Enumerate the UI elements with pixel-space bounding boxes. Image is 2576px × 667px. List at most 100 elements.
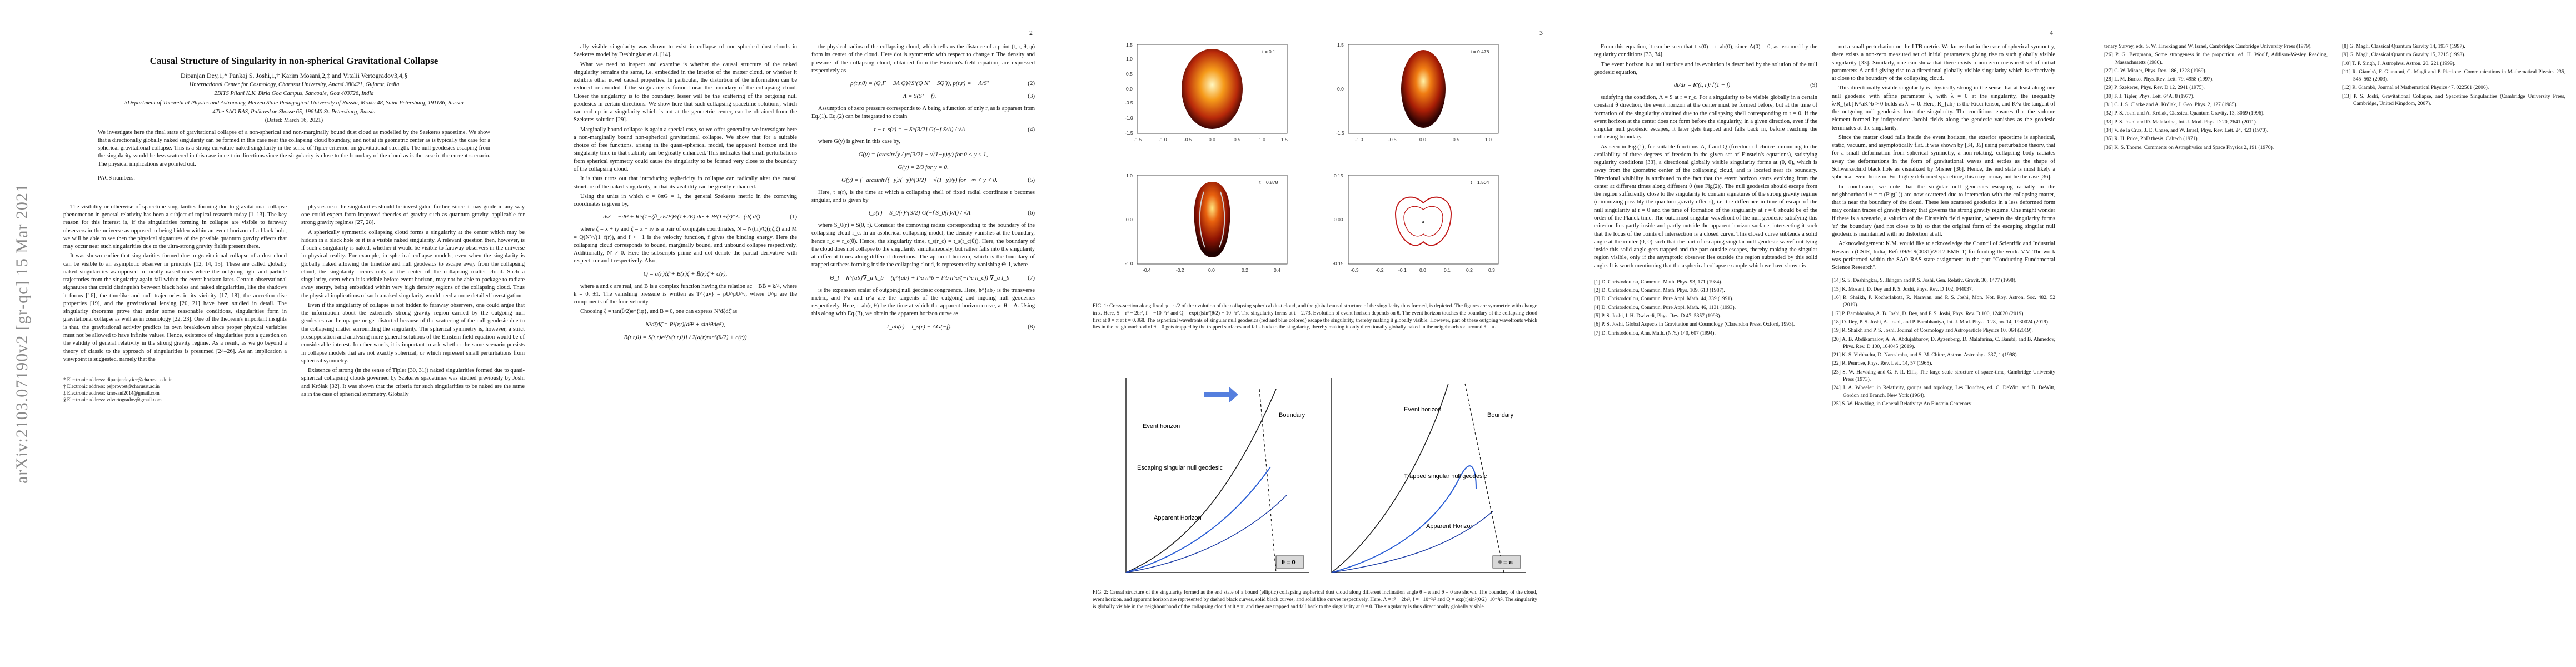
label-trapped-geodesic: Trapped singular null geodesic bbox=[1404, 473, 1487, 480]
reference[interactable]: [4] D. Christodoulou, Commun. Pure Appl.… bbox=[1594, 305, 1736, 311]
paragraph: not a small perturbation on the LTB metr… bbox=[1832, 44, 2055, 82]
reference[interactable]: [2] D. Christodoulou, Commun. Math. Phys… bbox=[1594, 288, 1725, 294]
reference[interactable]: [16] R. Shaikh, P. Kocherlakota, R. Nara… bbox=[1832, 295, 2055, 308]
label-apparent-horizon: Apparent Horizon bbox=[1154, 515, 1202, 521]
escaping-null-geodesic bbox=[1125, 466, 1271, 573]
reference[interactable]: [34] V. de la Cruz, J. E. Chase, and W. … bbox=[2104, 127, 2269, 133]
tick-label: 1.0 bbox=[1126, 173, 1133, 178]
reference[interactable]: [9] G. Magli, Classical Quantum Gravity … bbox=[2342, 52, 2465, 58]
figure-2-caption: FIG. 2: Causal structure of the singular… bbox=[1093, 590, 1537, 610]
reference[interactable]: [11] R. Giambò, F. Giannoni, G. Magli an… bbox=[2342, 69, 2565, 83]
arxiv-id-text: arXiv:2103.07190v2 [gr-qc] 15 Mar 2021 bbox=[13, 183, 31, 484]
figure-2: Event horizon Escaping singular null geo… bbox=[1093, 367, 1537, 584]
label-escaping-geodesic: Escaping singular null geodesic bbox=[1137, 465, 1223, 471]
reference[interactable]: [21] K. S. Virbhadra, D. Narasimha, and … bbox=[1832, 352, 2018, 359]
tick-label: 0.2 bbox=[1466, 267, 1473, 273]
equation: Θ_l = h^{ab}∇_a k_b = (g^{ab} + l^a n^b … bbox=[830, 274, 1035, 281]
trapped-null-geodesic bbox=[1331, 465, 1477, 573]
paragraph: It was shown earlier that singularities … bbox=[63, 253, 287, 362]
page-4: 4 From this equation, it can be seen tha… bbox=[1569, 0, 2080, 667]
author-list: Dipanjan Dey,1,* Pankaj S. Joshi,1,† Kar… bbox=[180, 72, 407, 79]
panel-time-label: t = 1.504 bbox=[1471, 180, 1489, 185]
reference[interactable]: [19] R. Shaikh and P. S. Joshi, Journal … bbox=[1832, 328, 2033, 334]
tick-label: -1.5 bbox=[1336, 130, 1344, 136]
reference[interactable]: [35] R. H. Price, PhD thesis, Caltech (1… bbox=[2104, 136, 2199, 142]
tick-label: -0.3 bbox=[1351, 267, 1359, 273]
page2-column-right: the physical radius of the collapsing cl… bbox=[811, 43, 1035, 346]
paragraph: This directionally visible singularity i… bbox=[1832, 85, 2055, 131]
reference[interactable]: [30] F. J. Tipler, Phys. Lett. 64A, 8 (1… bbox=[2104, 93, 2195, 99]
affiliation-2: 2BITS Pilani K.K. Birla Goa Campus, Sanc… bbox=[214, 91, 374, 97]
page5-column-right: [8] G. Magli, Classical Quantum Gravity … bbox=[2342, 43, 2565, 153]
page-2: 2 ally visible singularity was shown to … bbox=[549, 0, 1059, 667]
tick-label: -1.0 bbox=[1125, 115, 1133, 121]
reference[interactable]: [32] P. S. Joshi and A. Królak, Classica… bbox=[2104, 111, 2265, 117]
equation: N²dζdζ̄ = R²(r,t)(dθ² + sin²θdφ²), bbox=[645, 321, 725, 328]
reference[interactable]: [17] P. Bambhaniya, A. B. Joshi, D. Dey,… bbox=[1832, 311, 2025, 317]
reference[interactable]: tenary Survey, eds. S. W. Hawking and W.… bbox=[2104, 44, 2312, 49]
reference[interactable]: [5] P. S. Joshi, I. H. Dwivedi, Phys. Re… bbox=[1594, 313, 1721, 320]
paragraph: ally visible singularity was shown to ex… bbox=[574, 44, 797, 58]
reference[interactable]: [13] P. S. Joshi, Gravitational Collapse… bbox=[2342, 93, 2565, 107]
paragraph: Using the units in which c = 8πG = 1, th… bbox=[574, 193, 797, 208]
reference[interactable]: [1] D. Christodoulou, Commun. Math. Phys… bbox=[1594, 279, 1722, 285]
paper-title: Causal Structure of Singularity in non-s… bbox=[150, 56, 439, 66]
page2-column-left: ally visible singularity was shown to ex… bbox=[574, 43, 797, 346]
reference[interactable]: [15] K. Mosani, D. Dey and P. S. Joshi, … bbox=[1832, 286, 1974, 292]
page-number: 3 bbox=[1539, 29, 1543, 37]
paragraph: A spherically symmetric collapsing cloud… bbox=[301, 229, 525, 299]
reference[interactable]: [28] L. M. Burko, Phys. Rev. Lett. 79, 4… bbox=[2104, 77, 2214, 83]
equation: t − t_s(r) = − S^{3/2} G(−f S/Λ) / √Λ (4) bbox=[874, 126, 1035, 133]
paragraph: It is thus turns out that introducing as… bbox=[574, 176, 797, 190]
reference[interactable]: [24] J. A. Wheeler, in Relativity, group… bbox=[1832, 385, 2055, 399]
tick-label: 0.5 bbox=[1234, 137, 1240, 142]
x-ticks: -1.5 -1.0 -0.5 0.0 0.5 1.0 1.5 bbox=[1134, 137, 1288, 142]
tick-label: 0.5 bbox=[1453, 137, 1459, 142]
tick-label: 0.0 bbox=[1126, 217, 1133, 222]
equation: G(y) = (arcsin√y / y^{3/2} − √(1−y)/y) f… bbox=[858, 151, 988, 158]
reference[interactable]: [27] C. W. Misner, Phys. Rev. 186, 1328 … bbox=[2104, 68, 2206, 74]
tick-label: 0.2 bbox=[1242, 267, 1248, 273]
footnote: † Electronic address: psjprovost@charusa… bbox=[63, 384, 160, 390]
reference[interactable]: [7] D. Christodoulou, Ann. Math. (N.Y.) … bbox=[1594, 330, 1716, 336]
tick-label: -0.4 bbox=[1143, 267, 1151, 273]
reference[interactable]: [36] K. S. Thorne, Comments on Astrophys… bbox=[2104, 145, 2274, 151]
reference[interactable]: [26] P. G. Bergmann, Some strangeness in… bbox=[2104, 52, 2328, 66]
label-boundary: Boundary bbox=[1487, 412, 1514, 419]
collapsing-cloud bbox=[1182, 49, 1243, 129]
tick-label: 0.1 bbox=[1444, 267, 1451, 273]
tick-label: 0.0 bbox=[1209, 137, 1215, 142]
reference[interactable]: [8] G. Magli, Classical Quantum Gravity … bbox=[2342, 44, 2465, 49]
apparent-horizon-curve bbox=[1331, 511, 1493, 573]
reference[interactable]: [6] P. S. Joshi, Global Aspects in Gravi… bbox=[1594, 322, 1795, 328]
reference[interactable]: [31] C. J. S. Clarke and A. Królak, J. G… bbox=[2104, 102, 2238, 108]
reference[interactable]: [22] R. Penrose, Phys. Rev. Lett. 14, 57… bbox=[1832, 361, 1932, 367]
tick-label: 0.3 bbox=[1488, 267, 1495, 273]
tick-label: 1.5 bbox=[1126, 42, 1133, 48]
reference[interactable]: [3] D. Christodoulou, Commun. Pure Appl.… bbox=[1594, 296, 1733, 302]
panel-time-label: t = 0.1 bbox=[1262, 49, 1275, 54]
fig1-panel-a: t = 0.1 -1.5 -1.0 -0.5 0.0 0.5 1.0 1.5 -… bbox=[1115, 39, 1298, 150]
reference[interactable]: [10] T. P. Singh, J. Astrophys. Astron. … bbox=[2342, 61, 2456, 67]
reference[interactable]: [23] S. W. Hawking and G. F. R. Ellis, T… bbox=[1832, 369, 2055, 382]
event-horizon-curve bbox=[1331, 383, 1449, 573]
reference[interactable]: [12] R. Giambò, Journal of Mathematical … bbox=[2342, 85, 2489, 91]
paragraph: The event horizon is a null surface and … bbox=[1594, 61, 1817, 76]
paragraph: As seen in Fig.(1), for suitable functio… bbox=[1594, 143, 1817, 269]
tick-label: -1.5 bbox=[1125, 130, 1133, 136]
reference[interactable]: [14] S. S. Deshingkar, S. Jhingan and P.… bbox=[1832, 278, 2017, 284]
tick-label: 1.5 bbox=[1281, 137, 1288, 142]
fig1-panel-c: t = 0.878 -0.4 -0.2 0.0 0.2 0.4 -1.0 0.0… bbox=[1115, 170, 1298, 281]
reference[interactable]: [18] D. Dey, P. S. Joshi, A. Joshi, and … bbox=[1832, 319, 2050, 325]
reference[interactable]: [25] S. W. Hawking, in General Relativit… bbox=[1832, 401, 1972, 407]
reference-list: [14] S. S. Deshingkar, S. Jhingan and P.… bbox=[1832, 277, 2055, 408]
label-apparent-horizon: Apparent Horizon bbox=[1426, 523, 1474, 530]
figure-1: t = 0.1 -1.5 -1.0 -0.5 0.0 0.5 1.0 1.5 -… bbox=[1093, 39, 1537, 300]
label-theta: θ = 0 bbox=[1282, 559, 1296, 566]
paragraph: the physical radius of the collapsing cl… bbox=[811, 44, 1035, 74]
apparent-horizon-curve bbox=[1125, 494, 1288, 573]
reference[interactable]: [33] P. S. Joshi and D. Malafarina, Int.… bbox=[2104, 119, 2258, 125]
reference[interactable]: [29] P. Szekeres, Phys. Rev. D 12, 2941 … bbox=[2104, 85, 2205, 91]
equation: ds² = −dt² + R′²(1−ζ∂_rE/E)²/(1+2E) dr² … bbox=[603, 213, 797, 221]
reference[interactable]: [20] A. B. Abdikamalov, A. A. Abdujabbar… bbox=[1832, 336, 2055, 350]
